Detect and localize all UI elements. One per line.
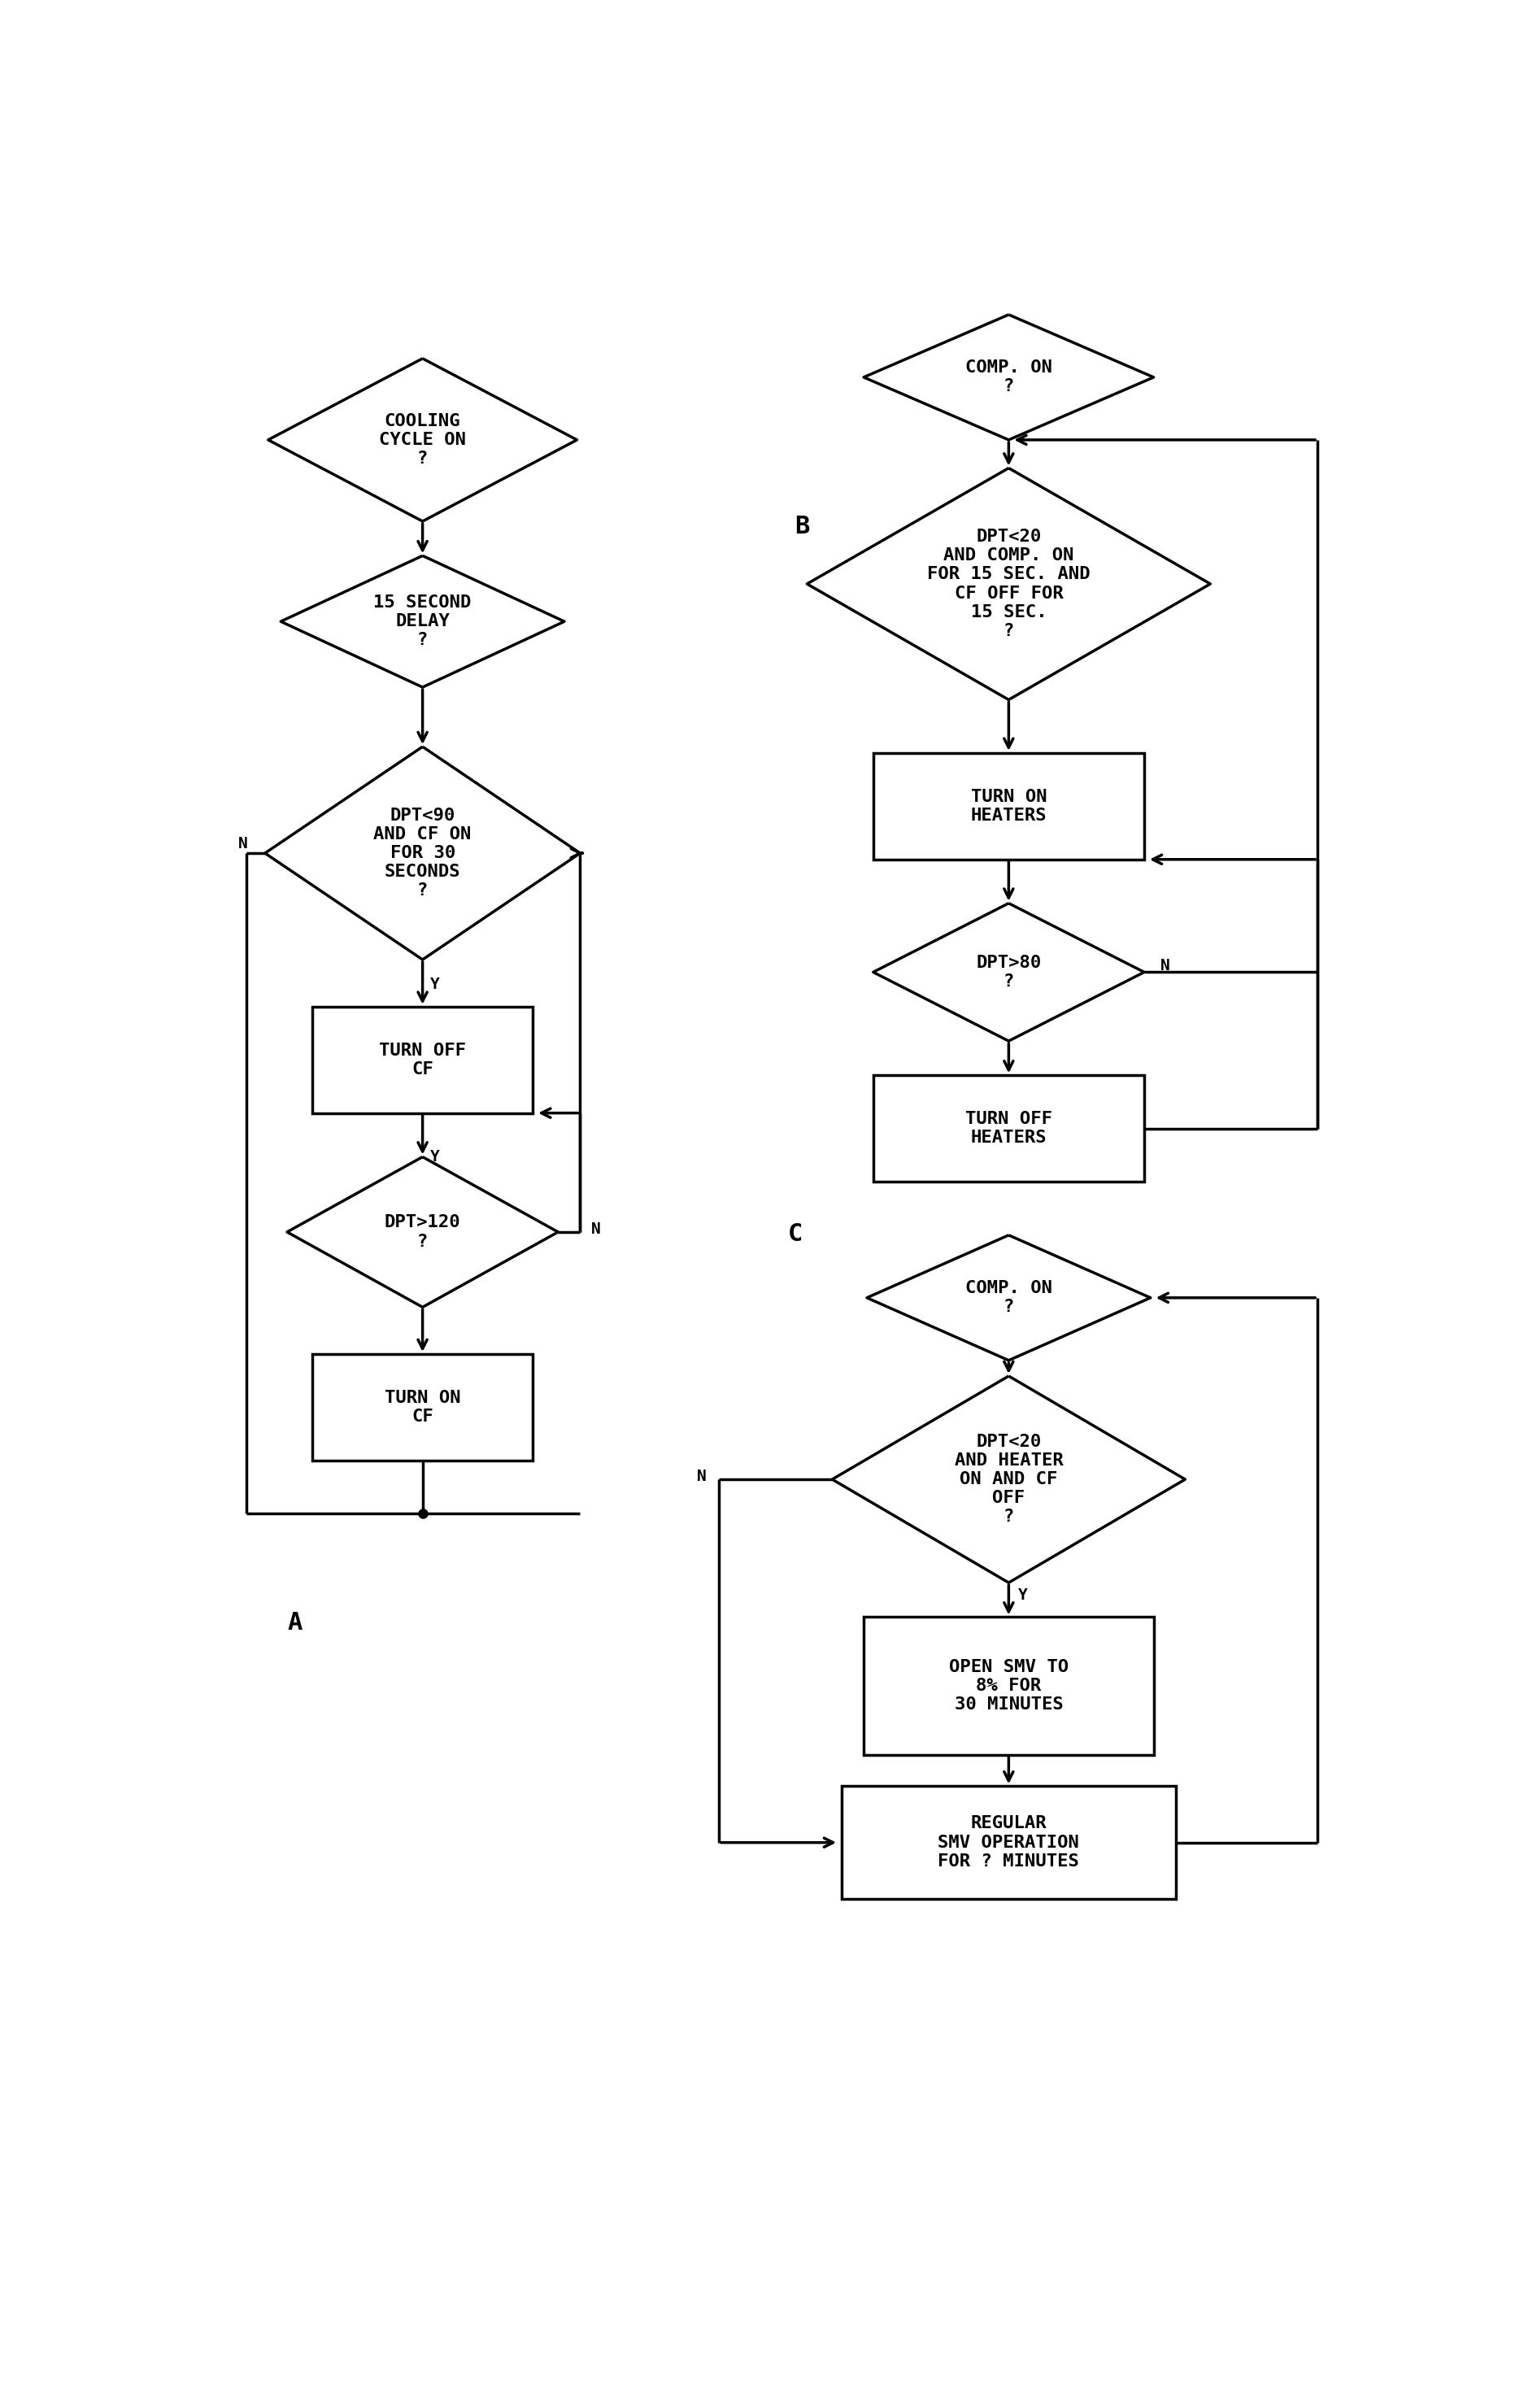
Text: DPT<20
AND COMP. ON
FOR 15 SEC. AND
CF OFF FOR
15 SEC.
?: DPT<20 AND COMP. ON FOR 15 SEC. AND CF O… <box>927 530 1091 638</box>
Text: TURN ON
HEATERS: TURN ON HEATERS <box>971 790 1047 824</box>
Text: OPEN SMV TO
8% FOR
30 MINUTES: OPEN SMV TO 8% FOR 30 MINUTES <box>948 1659 1068 1712</box>
Text: N: N <box>1160 958 1170 973</box>
Text: N: N <box>591 1221 601 1238</box>
Bar <box>842 1787 1176 1900</box>
Text: Y: Y <box>430 978 439 992</box>
Text: COMP. ON
?: COMP. ON ? <box>965 359 1053 395</box>
Text: TURN OFF
CF: TURN OFF CF <box>379 1043 467 1076</box>
Text: REGULAR
SMV OPERATION
FOR ? MINUTES: REGULAR SMV OPERATION FOR ? MINUTES <box>938 1816 1079 1869</box>
Text: Y: Y <box>430 1149 439 1165</box>
Text: N: N <box>238 836 247 852</box>
Text: DPT>120
?: DPT>120 ? <box>385 1214 461 1250</box>
Text: N: N <box>697 1469 706 1483</box>
Text: A: A <box>286 1611 301 1635</box>
Bar <box>873 754 1144 860</box>
Text: DPT<20
AND HEATER
ON AND CF
OFF
?: DPT<20 AND HEATER ON AND CF OFF ? <box>954 1433 1064 1524</box>
Text: Y: Y <box>1018 1587 1027 1604</box>
Text: B: B <box>794 515 809 539</box>
Bar <box>312 1353 533 1462</box>
Bar <box>873 1076 1144 1182</box>
Text: DPT<90
AND CF ON
FOR 30
SECONDS
?: DPT<90 AND CF ON FOR 30 SECONDS ? <box>374 807 471 898</box>
Text: 15 SECOND
DELAY
?: 15 SECOND DELAY ? <box>374 595 471 648</box>
Bar <box>864 1618 1153 1755</box>
Text: COMP. ON
?: COMP. ON ? <box>965 1281 1053 1315</box>
Text: TURN ON
CF: TURN ON CF <box>385 1389 461 1426</box>
Bar <box>312 1007 533 1112</box>
Text: DPT>80
?: DPT>80 ? <box>976 954 1041 990</box>
Text: TURN OFF
HEATERS: TURN OFF HEATERS <box>965 1110 1053 1146</box>
Text: C: C <box>788 1223 803 1247</box>
Text: COOLING
CYCLE ON
?: COOLING CYCLE ON ? <box>379 412 467 467</box>
